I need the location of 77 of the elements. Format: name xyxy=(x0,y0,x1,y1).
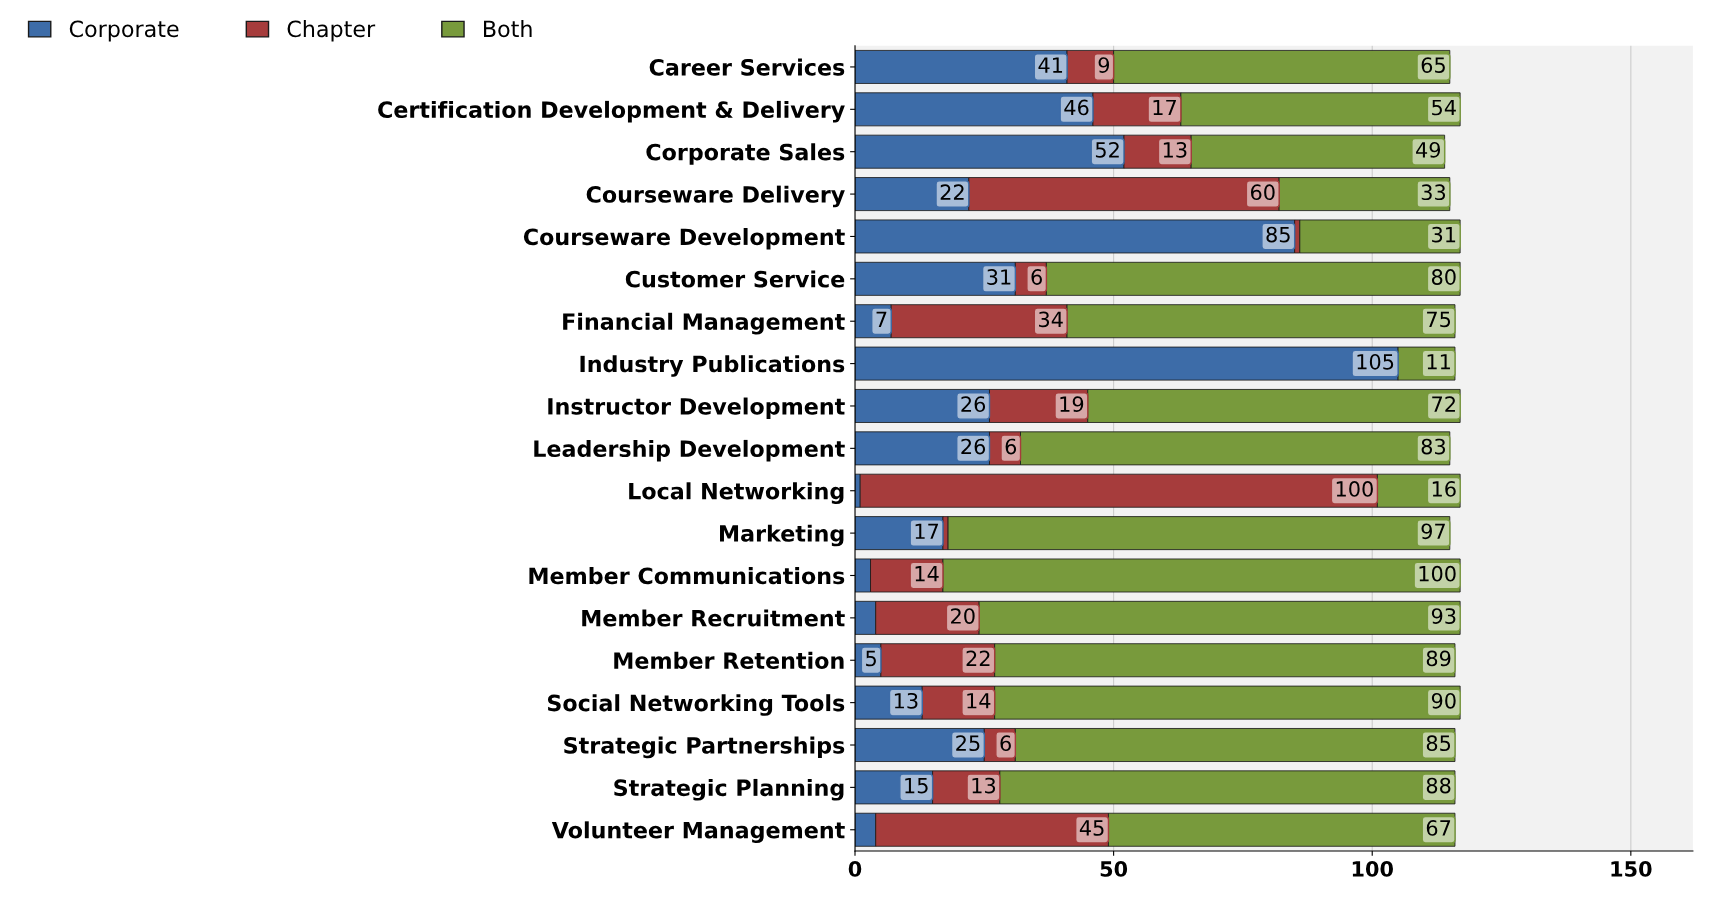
data-label: 54 xyxy=(1432,99,1456,116)
data-label: 88 xyxy=(1426,777,1451,794)
data-label: 97 xyxy=(1421,523,1445,540)
data-label: 22 xyxy=(940,184,964,200)
data-label: 65 xyxy=(1421,57,1445,73)
data-label: 93 xyxy=(1431,608,1456,624)
data-label: 85 xyxy=(1426,735,1451,752)
data-label: 85 xyxy=(1266,226,1290,243)
data-label: 31 xyxy=(987,269,1011,285)
y-tick-label: Instructor Development xyxy=(548,397,845,420)
y-tick-label: Member Communications xyxy=(529,567,845,585)
y-tick-label: Certification Development & Delivery xyxy=(378,100,845,123)
x-tick-label: 150 xyxy=(1611,861,1652,877)
y-tick-label: Industry Publications xyxy=(580,355,845,377)
data-label: 67 xyxy=(1426,820,1451,836)
data-label: 31 xyxy=(1432,226,1456,243)
data-label: 52 xyxy=(1095,141,1119,158)
x-tick-label: 100 xyxy=(1352,861,1393,877)
y-tick-label: Member Retention xyxy=(614,651,844,669)
data-label: 26 xyxy=(961,438,986,455)
data-label: 7 xyxy=(876,311,887,327)
data-label: 14 xyxy=(915,566,939,582)
data-label: 100 xyxy=(1336,481,1373,497)
data-label: 83 xyxy=(1421,438,1446,455)
y-tick-label: Career Services xyxy=(649,58,845,76)
data-label: 6 xyxy=(1031,269,1042,285)
data-label: 5 xyxy=(866,650,876,667)
data-label: 19 xyxy=(1060,396,1084,413)
data-label: 46 xyxy=(1064,99,1089,116)
y-tick-label: Leadership Development xyxy=(534,439,845,462)
y-tick-label: Local Networking xyxy=(629,482,844,504)
data-label: 75 xyxy=(1427,311,1451,328)
data-label: 41 xyxy=(1038,57,1063,73)
y-tick-label: Corporate Sales xyxy=(646,143,845,165)
x-tick-label: 0 xyxy=(848,861,862,877)
data-label: 25 xyxy=(956,735,980,752)
data-label: 6 xyxy=(1005,438,1017,455)
legend-label: Corporate xyxy=(69,20,179,42)
data-label: 80 xyxy=(1431,269,1456,285)
data-label: 17 xyxy=(1153,99,1176,116)
data-label: 16 xyxy=(1432,481,1456,497)
data-label: 14 xyxy=(967,693,991,709)
data-label: 26 xyxy=(961,396,986,413)
data-label: 17 xyxy=(915,523,939,539)
data-label: 9 xyxy=(1098,57,1110,73)
y-tick-label: Social Networking Tools xyxy=(547,694,845,716)
data-label: 72 xyxy=(1432,396,1455,412)
y-tick-label: Volunteer Management xyxy=(551,821,845,843)
data-label: 49 xyxy=(1416,141,1441,158)
data-label: 89 xyxy=(1426,650,1451,667)
y-tick-label: Member Recruitment xyxy=(582,609,845,627)
data-label: 22 xyxy=(966,650,990,666)
legend-label: Chapter xyxy=(287,20,376,42)
data-label: 100 xyxy=(1419,565,1456,582)
data-label: 13 xyxy=(894,692,918,709)
y-tick-label: Strategic Planning xyxy=(614,778,844,801)
data-label: 13 xyxy=(972,777,996,794)
data-label: 90 xyxy=(1431,692,1456,709)
y-tick-label: Strategic Partnerships xyxy=(564,736,845,759)
x-tick-label: 50 xyxy=(1100,861,1128,877)
y-tick-label: Marketing xyxy=(720,524,844,547)
data-label: 60 xyxy=(1250,184,1275,201)
legend-label: Both xyxy=(484,20,532,38)
data-label: 13 xyxy=(1163,141,1187,158)
y-tick-label: Financial Management xyxy=(563,312,845,335)
y-tick-label: Courseware Development xyxy=(523,228,845,250)
bar xyxy=(855,219,1296,254)
data-label: 15 xyxy=(905,777,928,794)
data-label: 45 xyxy=(1079,820,1104,836)
y-tick-label: Courseware Delivery xyxy=(586,185,845,208)
data-label: 105 xyxy=(1357,353,1394,370)
data-label: 6 xyxy=(1000,735,1011,752)
y-tick-label: Customer Service xyxy=(625,270,845,288)
data-label: 33 xyxy=(1421,184,1446,201)
data-label: 34 xyxy=(1039,311,1063,328)
data-label: 11 xyxy=(1427,354,1450,370)
data-label: 20 xyxy=(951,608,975,624)
